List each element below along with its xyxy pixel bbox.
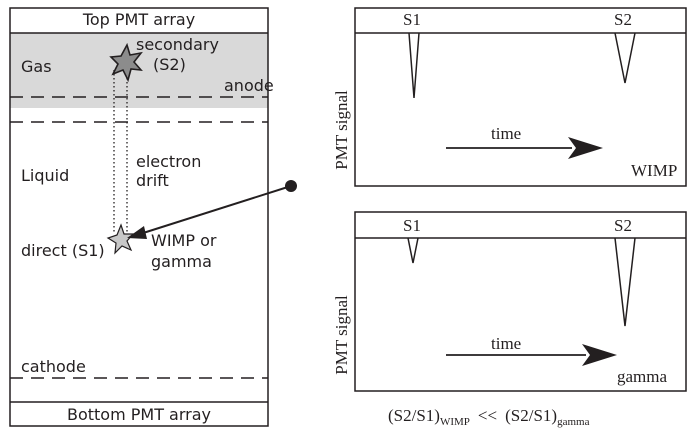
particle-label-line1: WIMP or [151, 231, 217, 250]
direct-s1-label: direct (S1) [21, 241, 105, 260]
ratio-operator: << [478, 406, 497, 425]
s2-pulse [614, 32, 636, 84]
s1-pulse [407, 237, 419, 264]
detector-outline [9, 7, 269, 427]
ratio-rhs: (S2/S1) [505, 406, 557, 425]
s1-label: S1 [403, 10, 421, 29]
plot-ylabel: PMT signal [332, 295, 351, 375]
particle-track-arrowhead [127, 226, 147, 239]
bottom-pmt-array-label: Bottom PMT array [67, 405, 211, 424]
ratio-relation: (S2/S1)WIMP << (S2/S1)gamma [388, 406, 590, 428]
ratio-rhs-subscript: gamma [557, 416, 589, 428]
secondary-label-line1: secondary [136, 35, 219, 54]
gas-label: Gas [21, 57, 52, 76]
s2-pulse [614, 237, 636, 327]
direct-s1-star-icon [106, 223, 135, 255]
time-arrow-head-icon [582, 344, 617, 366]
cathode-label: cathode [21, 357, 86, 376]
secondary-label-line2: (S2) [153, 55, 186, 74]
electron-drift-label-line1: electron [136, 152, 201, 171]
signal-plot-wimp: S1 S2 PMT signal time WIMP [332, 7, 687, 187]
case-label-wimp: WIMP [631, 161, 677, 180]
electron-drift-label-line2: drift [136, 171, 169, 190]
secondary-s2-star-icon [109, 42, 143, 83]
time-label: time [491, 124, 521, 143]
signal-plot-gamma: S1 S2 PMT signal time gamma [332, 211, 687, 392]
liquid-label: Liquid [21, 166, 69, 185]
time-arrow-head-icon [568, 137, 603, 159]
particle-label-line2: gamma [151, 252, 212, 271]
time-label: time [491, 334, 521, 353]
top-pmt-array-label: Top PMT array [82, 10, 195, 29]
anode-label: anode [224, 76, 274, 95]
s2-label: S2 [614, 10, 632, 29]
s2-label: S2 [614, 216, 632, 235]
plot-frame [354, 7, 687, 187]
ratio-lhs: (S2/S1) [388, 406, 440, 425]
s1-label: S1 [403, 216, 421, 235]
s1-pulse [408, 32, 420, 99]
plot-ylabel: PMT signal [332, 90, 351, 170]
particle-entry-dot [285, 180, 297, 192]
ratio-lhs-subscript: WIMP [440, 416, 470, 428]
particle-track-line [139, 185, 292, 235]
plot-frame [354, 211, 687, 392]
detector: Top PMT array Bottom PMT array Gas Liqui… [9, 7, 297, 427]
case-label-gamma: gamma [617, 367, 667, 386]
